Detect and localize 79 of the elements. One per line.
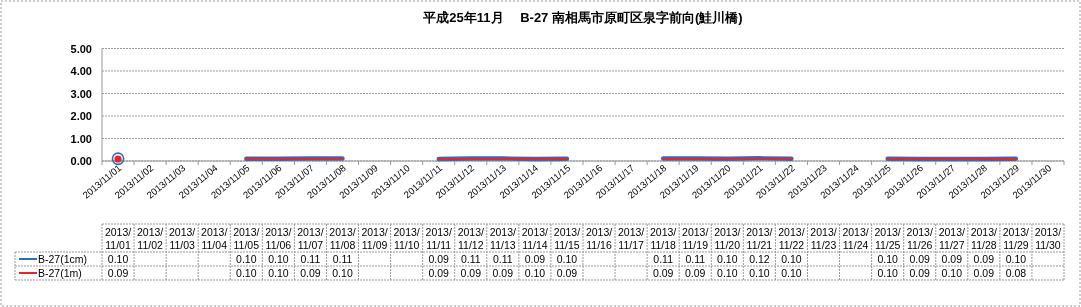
data-label: 0.10 xyxy=(236,267,257,279)
legend-label: B-27(1cm) xyxy=(38,253,88,265)
data-label: 0.10 xyxy=(717,267,738,279)
data-label: 0.10 xyxy=(236,253,257,265)
data-label: 0.10 xyxy=(749,267,770,279)
category-label: 2013/11/22 xyxy=(778,226,805,251)
data-label: 0.11 xyxy=(460,253,481,265)
category-label: 2013/11/20 xyxy=(714,226,741,251)
category-label: 2013/11/27 xyxy=(938,226,965,251)
category-label: 2013/11/15 xyxy=(553,226,581,251)
data-label: 0.09 xyxy=(556,267,578,279)
data-label: 0.09 xyxy=(973,253,995,265)
data-label: 0.10 xyxy=(332,267,353,279)
data-label: 0.09 xyxy=(524,253,546,265)
category-label: 2013/11/01 xyxy=(104,226,132,251)
data-label: 0.12 xyxy=(749,253,770,265)
category-label: 2013/11/11 xyxy=(425,226,452,251)
category-label: 2013/11/29 xyxy=(1002,226,1030,251)
data-label: 0.10 xyxy=(877,253,899,265)
category-label: 2013/11/17 xyxy=(617,226,645,251)
legend-label: B-27(1m) xyxy=(38,267,82,279)
category-label: 2013/11/14 xyxy=(521,226,549,251)
data-label: 0.09 xyxy=(428,267,450,279)
data-label: 0.09 xyxy=(652,267,674,279)
data-label: 0.09 xyxy=(492,267,514,279)
category-label: 2013/11/19 xyxy=(682,226,709,251)
category-label: 2013/11/23 xyxy=(810,226,837,251)
category-label: 2013/11/08 xyxy=(329,226,356,251)
category-label: 2013/11/04 xyxy=(201,226,228,251)
y-tick-label: 0.00 xyxy=(70,155,92,167)
data-label: 0.10 xyxy=(877,267,899,279)
category-label: 2013/11/21 xyxy=(746,226,773,251)
data-label: 0.11 xyxy=(332,253,353,265)
data-label: 0.10 xyxy=(556,253,578,265)
data-label: 0.08 xyxy=(1005,267,1027,279)
y-tick-label: 3.00 xyxy=(70,87,92,100)
category-label: 2013/11/06 xyxy=(265,226,292,251)
data-label: 0.10 xyxy=(1005,253,1027,265)
category-label: 2013/11/25 xyxy=(874,226,901,251)
data-label: 0.11 xyxy=(493,253,513,265)
category-label: 2013/11/03 xyxy=(169,226,196,251)
category-label: 2013/11/07 xyxy=(297,226,324,251)
data-label: 0.10 xyxy=(268,267,289,279)
data-label: 0.10 xyxy=(717,253,738,265)
category-label: 2013/11/02 xyxy=(136,226,164,251)
data-label: 0.09 xyxy=(685,267,706,279)
category-label: 2013/11/16 xyxy=(585,226,613,251)
data-label: 0.09 xyxy=(460,267,482,279)
data-label: 0.11 xyxy=(300,253,321,265)
data-label: 0.10 xyxy=(268,253,289,265)
data-label: 0.11 xyxy=(653,253,674,265)
data-label: 0.10 xyxy=(524,267,546,279)
data-label: 0.10 xyxy=(781,253,802,265)
category-label: 2013/11/30 xyxy=(1034,226,1062,251)
category-label: 2013/11/26 xyxy=(906,226,933,251)
data-label: 0.10 xyxy=(107,253,129,265)
chart-title: 平成25年11月 B-27 南相馬市原町区泉字前向(鮭川橋) xyxy=(422,10,743,25)
data-label: 0.09 xyxy=(941,253,963,265)
data-label: 0.09 xyxy=(909,253,931,265)
data-label: 0.09 xyxy=(973,267,995,279)
category-label: 2013/11/28 xyxy=(970,226,997,251)
y-tick-label: 2.00 xyxy=(70,110,92,122)
category-label: 2013/11/05 xyxy=(233,226,260,251)
y-tick-label: 5.00 xyxy=(70,42,92,55)
y-tick-label: 4.00 xyxy=(70,65,92,77)
data-label: 0.09 xyxy=(909,267,931,279)
category-label: 2013/11/18 xyxy=(650,226,677,251)
y-tick-label: 1.00 xyxy=(70,132,92,145)
data-label: 0.10 xyxy=(781,267,802,279)
category-label: 2013/11/13 xyxy=(489,226,516,251)
data-label: 0.09 xyxy=(428,253,450,265)
category-label: 2013/11/10 xyxy=(393,226,420,251)
data-label: 0.09 xyxy=(107,267,129,279)
data-label: 0.10 xyxy=(941,267,963,279)
category-label: 2013/11/09 xyxy=(361,226,388,251)
data-label: 0.09 xyxy=(300,267,321,279)
category-label: 2013/11/12 xyxy=(457,226,484,251)
category-label: 2013/11/24 xyxy=(842,226,869,251)
data-label: 0.11 xyxy=(685,253,706,265)
